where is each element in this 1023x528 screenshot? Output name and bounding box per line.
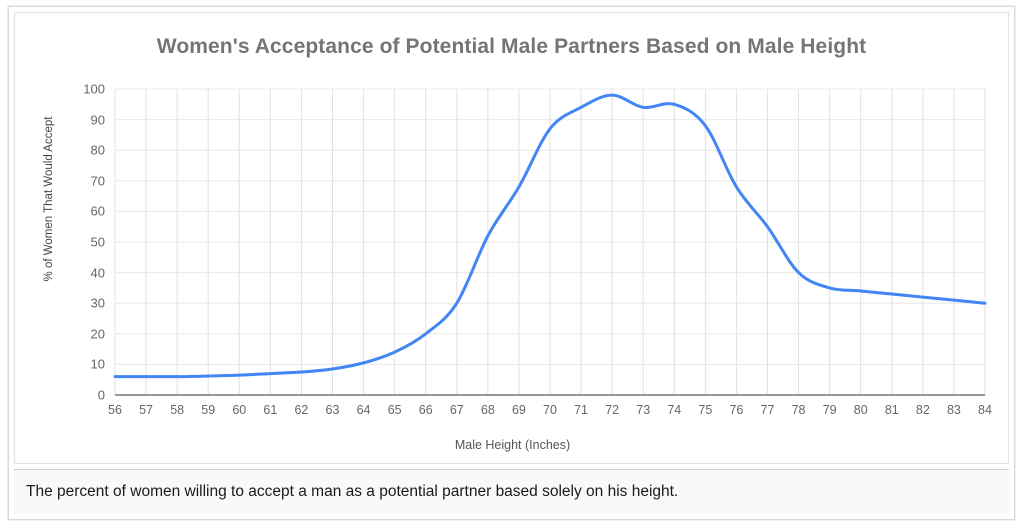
x-tick-label: 64 [356, 403, 371, 417]
x-axis-title: Male Height (Inches) [454, 438, 571, 452]
x-tick-label: 72 [605, 403, 620, 417]
y-tick-label: 30 [90, 295, 105, 311]
caption-text: The percent of women willing to accept a… [26, 483, 679, 500]
x-tick-label: 65 [387, 403, 402, 417]
x-tick-label: 66 [418, 403, 433, 417]
y-tick-label: 50 [90, 234, 105, 250]
chart-card: Women's Acceptance of Potential Male Par… [14, 12, 1009, 464]
x-tick-label: 77 [760, 403, 775, 417]
x-tick-label: 70 [543, 403, 557, 417]
x-tick-label: 81 [884, 403, 899, 417]
x-tick-label: 73 [636, 403, 651, 417]
y-tick-label: 70 [90, 173, 105, 189]
grid-lines [114, 88, 986, 395]
y-tick-label: 90 [90, 112, 105, 128]
x-tick-label: 76 [729, 403, 744, 417]
x-tick-label: 57 [139, 403, 154, 417]
x-tick-label: 68 [480, 403, 495, 417]
x-tick-label: 71 [574, 403, 589, 417]
x-tick-label: 82 [915, 403, 930, 417]
x-tick-label: 80 [853, 403, 868, 417]
x-tick-label: 61 [263, 403, 278, 417]
y-tick-label: 40 [90, 265, 105, 281]
y-tick-label: 10 [90, 356, 105, 372]
y-tick-label: 60 [90, 203, 105, 219]
x-tick-label: 69 [511, 403, 526, 417]
x-tick-label: 56 [108, 403, 122, 417]
x-tick-label: 62 [294, 403, 309, 417]
x-tick-label: 59 [201, 403, 216, 417]
x-tick-label: 67 [449, 403, 464, 417]
x-tick-label: 83 [946, 403, 961, 417]
x-tick-label: 84 [978, 403, 992, 417]
chart-title: Women's Acceptance of Potential Male Par… [156, 35, 867, 58]
plot-area-wrapper: % of Women That Would Accept Male Height… [15, 13, 1010, 465]
y-axis-title: % of Women That Would Accept [43, 116, 55, 282]
x-tick-label: 58 [170, 403, 185, 417]
data-series-line [113, 93, 987, 379]
x-tick-label: 74 [667, 403, 682, 417]
y-tick-label: 100 [83, 81, 105, 97]
x-tick-label: 60 [232, 403, 247, 417]
y-tick-label: 0 [97, 387, 105, 403]
chart-outer-frame: Women's Acceptance of Potential Male Par… [8, 6, 1015, 520]
x-tick-label: 79 [822, 403, 837, 417]
x-tick-label: 75 [698, 403, 713, 417]
x-tick-label: 78 [791, 403, 806, 417]
y-tick-label: 80 [90, 142, 105, 158]
x-tick-label: 63 [325, 403, 340, 417]
line-chart-plot [113, 88, 987, 396]
caption-bar: The percent of women willing to accept a… [14, 469, 1009, 514]
y-tick-label: 20 [90, 326, 105, 342]
